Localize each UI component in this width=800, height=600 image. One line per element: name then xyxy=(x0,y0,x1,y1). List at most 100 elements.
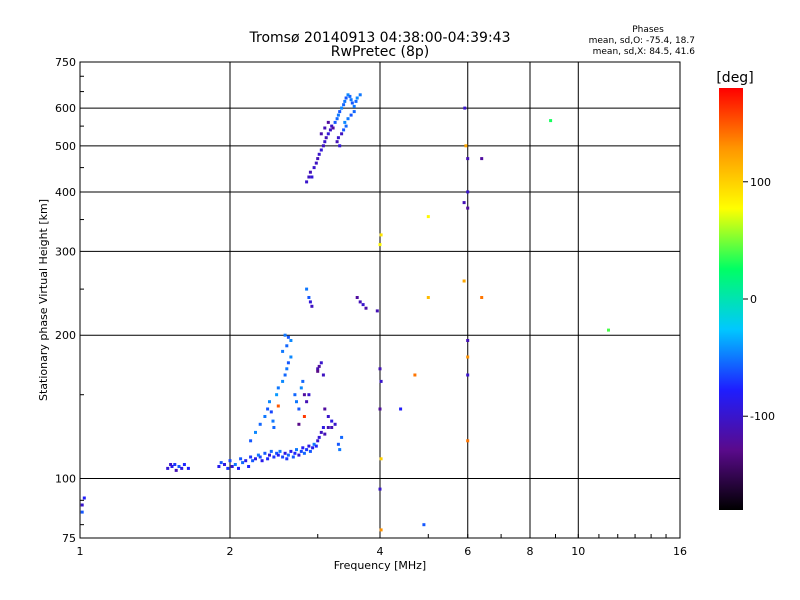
data-point xyxy=(237,466,240,470)
stats-line-x: mean, sd,X: 84.5, 41.6 xyxy=(593,47,696,57)
colorbar-tick-label: 0 xyxy=(750,293,757,306)
data-point xyxy=(338,110,342,114)
data-point xyxy=(350,101,354,105)
data-point xyxy=(333,120,337,124)
data-point xyxy=(260,459,264,463)
data-point xyxy=(466,439,470,443)
data-point xyxy=(251,459,255,463)
data-point xyxy=(217,465,221,468)
y-tick-label: 200 xyxy=(55,329,76,342)
data-point xyxy=(272,426,276,429)
data-point xyxy=(299,449,303,453)
data-point xyxy=(480,157,484,161)
data-point xyxy=(330,426,334,429)
data-point xyxy=(379,457,383,461)
data-point xyxy=(258,422,262,426)
data-point xyxy=(319,430,323,434)
data-point xyxy=(364,306,368,310)
data-point xyxy=(308,300,312,304)
data-point xyxy=(463,106,467,110)
data-point xyxy=(305,448,309,452)
data-point xyxy=(293,393,297,397)
data-point xyxy=(413,373,417,377)
data-point xyxy=(286,335,290,339)
data-point xyxy=(249,439,253,443)
data-point xyxy=(462,201,466,205)
data-point xyxy=(269,410,273,414)
colorbar: [deg] 100 0 -100 xyxy=(716,70,775,510)
data-point xyxy=(316,439,320,443)
data-point xyxy=(323,140,327,144)
data-point xyxy=(466,157,470,161)
data-point xyxy=(297,453,301,457)
data-point xyxy=(312,442,316,446)
data-point xyxy=(344,96,348,100)
data-point xyxy=(323,407,327,411)
colorbar-label: [deg] xyxy=(716,70,753,86)
data-point xyxy=(358,93,362,97)
data-point xyxy=(281,455,285,459)
data-point xyxy=(379,379,383,383)
data-point xyxy=(319,361,323,365)
data-point xyxy=(349,113,353,117)
data-point xyxy=(219,461,223,465)
data-point xyxy=(281,349,285,353)
data-point xyxy=(302,415,306,418)
data-point xyxy=(276,404,280,408)
data-point xyxy=(174,468,178,472)
x-tick-label: 1 xyxy=(77,545,84,558)
x-tick-label: 2 xyxy=(227,545,234,558)
data-point xyxy=(276,386,280,390)
data-point xyxy=(331,126,335,130)
data-point xyxy=(379,233,383,237)
data-point xyxy=(378,243,382,247)
data-point xyxy=(354,99,358,103)
x-tick-label: 4 xyxy=(377,545,384,558)
data-point xyxy=(80,503,84,507)
data-point xyxy=(266,457,270,461)
x-tick-label: 6 xyxy=(464,545,471,558)
data-point xyxy=(330,124,334,128)
y-tick-label: 400 xyxy=(55,186,76,199)
data-point xyxy=(346,117,350,121)
data-point xyxy=(297,422,301,426)
data-point xyxy=(336,113,340,117)
data-point xyxy=(230,465,234,468)
data-point xyxy=(466,355,470,359)
data-point xyxy=(326,132,330,136)
data-point xyxy=(338,144,342,148)
data-point xyxy=(323,126,327,130)
data-point xyxy=(338,448,342,452)
data-point xyxy=(283,333,287,337)
data-point xyxy=(319,148,323,152)
data-point xyxy=(361,303,365,307)
data-point xyxy=(283,451,287,455)
data-point xyxy=(249,455,253,459)
plot-frame xyxy=(79,61,681,539)
data-point xyxy=(480,296,484,299)
y-tick-label: 750 xyxy=(55,56,76,69)
data-point xyxy=(254,457,257,461)
data-point xyxy=(289,339,293,342)
stats-line-o: mean, sd,O: -75.4, 18.7 xyxy=(589,36,695,46)
data-point xyxy=(464,144,468,148)
data-points xyxy=(80,93,610,532)
data-point xyxy=(239,457,243,461)
data-point xyxy=(340,435,344,439)
data-point xyxy=(310,304,314,308)
data-point xyxy=(302,451,306,455)
data-point xyxy=(285,367,289,371)
data-point xyxy=(233,463,237,466)
data-point xyxy=(321,144,325,148)
data-point xyxy=(256,453,260,457)
data-point xyxy=(258,455,262,459)
data-point xyxy=(335,140,339,144)
stats-heading: Phases xyxy=(632,25,664,35)
data-point xyxy=(281,379,285,383)
data-point xyxy=(333,422,337,426)
data-point xyxy=(291,455,295,459)
data-point xyxy=(422,523,426,527)
data-point xyxy=(307,175,311,179)
x-tick-label: 8 xyxy=(527,545,534,558)
data-point xyxy=(317,152,321,156)
